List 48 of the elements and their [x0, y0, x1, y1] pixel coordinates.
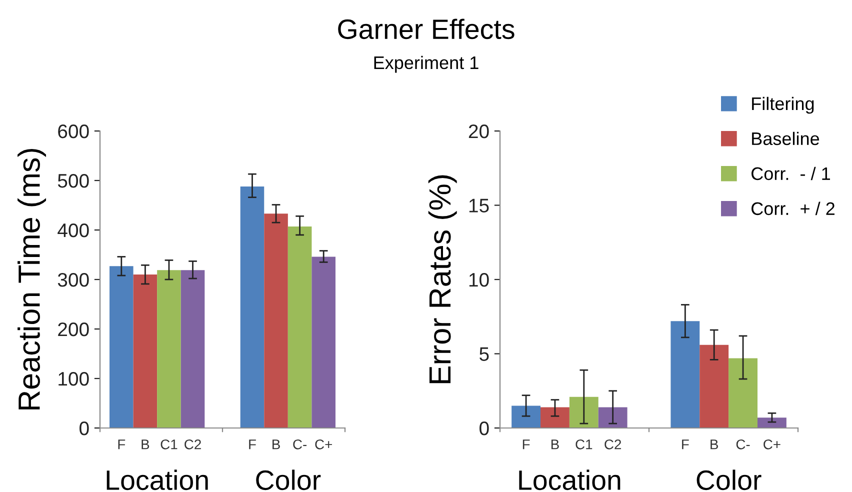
y-tick-label: 0 [80, 421, 89, 436]
bar [288, 226, 312, 428]
y-tick-label: 15 [469, 198, 489, 212]
bar [240, 186, 264, 428]
y-tick-label: 600 [58, 124, 89, 138]
y-tick-label: 200 [58, 322, 89, 336]
y-tick-label: 400 [58, 223, 89, 238]
x-tick-label: B [710, 440, 718, 450]
bar [110, 266, 134, 428]
text: Garner Effects [338, 18, 514, 40]
text: Color [256, 470, 321, 490]
bar [264, 214, 288, 428]
legend-label: Corr. - / 1 [752, 166, 830, 180]
y-axis-title: Reaction Time (ms) [18, 148, 46, 410]
x-tick-label: C2 [604, 439, 622, 450]
x-tick-label: F [682, 440, 689, 450]
x-tick-label: B [142, 440, 150, 450]
x-tick-label: F [522, 440, 530, 450]
x-tick-label: C+ [315, 439, 332, 450]
x-tick-label: C1 [160, 439, 178, 450]
y-axis-title: Error Rates (%) [428, 175, 457, 384]
x-tick-label: C1 [576, 439, 592, 450]
x-tick-label: C+ [764, 439, 780, 450]
y-tick-label: 10 [469, 272, 489, 287]
x-tick-label: F [118, 440, 126, 450]
bar [133, 274, 158, 428]
x-tick-label: C- [736, 439, 750, 450]
x-tick-label: B [272, 440, 280, 450]
x-tick-label: B [551, 440, 559, 450]
text: Location [106, 470, 208, 490]
x-tick-label: C2 [184, 439, 201, 450]
legend-label: Filtering [752, 96, 814, 114]
x-tick-label: F [249, 440, 256, 450]
text: Experiment 1 [374, 56, 478, 73]
text: Color [696, 470, 762, 490]
bar [312, 256, 336, 428]
text: Location [519, 470, 620, 490]
y-tick-label: 100 [58, 372, 89, 386]
x-tick-label: C- [293, 439, 307, 450]
legend-label: Baseline [752, 132, 820, 146]
bar [180, 270, 205, 428]
bar [157, 270, 181, 428]
y-tick-label: 20 [468, 124, 489, 138]
y-tick-label: 500 [58, 174, 89, 188]
y-tick-label: 5 [480, 347, 489, 361]
legend-label: Corr. + / 2 [752, 202, 834, 216]
y-tick-label: 0 [480, 421, 489, 436]
y-tick-label: 300 [58, 272, 89, 287]
